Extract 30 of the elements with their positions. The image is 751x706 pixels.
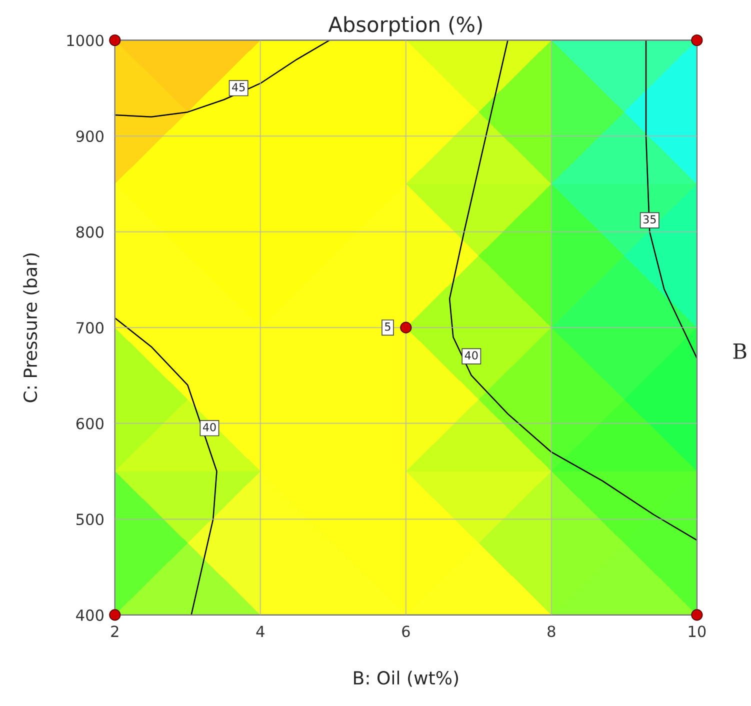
text: B <box>733 344 746 359</box>
line-series <box>645 40 697 359</box>
y-tick-label: 800 <box>76 226 104 238</box>
point <box>691 34 703 46</box>
x-tick-label: 4 <box>256 626 264 637</box>
y-tick-label: 600 <box>76 418 104 430</box>
line-series <box>114 317 218 615</box>
x-tick-label: 8 <box>548 626 556 638</box>
point <box>109 609 121 621</box>
annotation: 35 <box>643 215 656 224</box>
x-axis-title: B: Oil (wt%) <box>354 670 458 687</box>
point <box>691 609 703 621</box>
annotation: 40 <box>202 422 216 432</box>
annotation: 5 <box>385 322 390 331</box>
y-tick-label: 1000 <box>67 34 104 46</box>
chart-title: Absorption (%) <box>328 16 482 36</box>
line-series <box>448 40 697 541</box>
x-tick-label: 6 <box>402 626 410 638</box>
annotation: 45 <box>232 83 245 92</box>
point <box>400 322 412 334</box>
y-axis-title: C: Pressure (bar) <box>23 253 40 402</box>
point <box>109 34 121 46</box>
line-series <box>114 40 330 118</box>
y-tick-label: 500 <box>76 514 104 526</box>
y-tick-label: 700 <box>76 322 104 334</box>
y-tick-label: 400 <box>76 609 104 621</box>
y-tick-label: 900 <box>76 130 104 142</box>
x-tick-label: 10 <box>688 626 706 638</box>
x-tick-label: 2 <box>111 626 118 637</box>
annotation: 40 <box>464 351 478 360</box>
